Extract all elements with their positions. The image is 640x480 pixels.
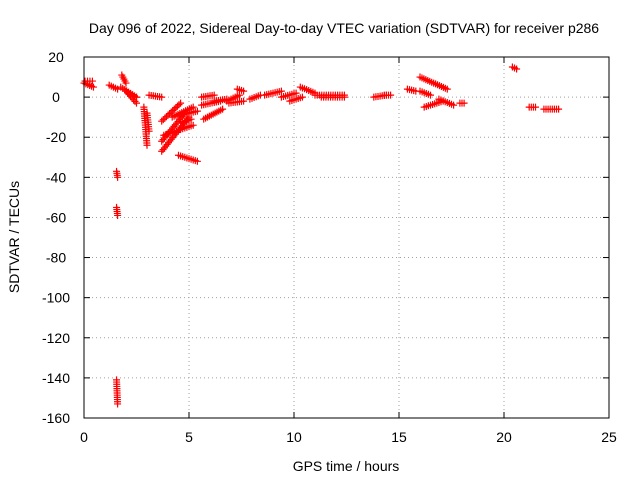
data-point bbox=[340, 93, 348, 101]
data-point bbox=[450, 101, 458, 109]
data-point bbox=[145, 127, 153, 135]
x-tick-label: 25 bbox=[601, 429, 617, 445]
data-point bbox=[210, 91, 218, 99]
x-tick-label: 0 bbox=[80, 429, 88, 445]
y-tick-label: -40 bbox=[46, 169, 66, 185]
y-axis-label: SDTVAR / TECUs bbox=[6, 181, 22, 293]
data-point bbox=[167, 108, 175, 116]
data-point bbox=[175, 101, 183, 109]
data-point bbox=[170, 105, 178, 113]
data-point bbox=[158, 93, 166, 101]
data-point bbox=[177, 99, 185, 107]
data-point bbox=[164, 111, 172, 119]
data-point bbox=[114, 211, 122, 219]
data-point bbox=[193, 157, 201, 165]
y-axis: 20 0 -20 -40 -60 -80 -100 -120 -140 -160 bbox=[42, 49, 609, 426]
data-point bbox=[173, 102, 181, 110]
data-point bbox=[169, 107, 177, 115]
data-point bbox=[166, 110, 174, 118]
grid bbox=[84, 57, 609, 418]
data-point bbox=[158, 117, 166, 125]
x-axis-label: GPS time / hours bbox=[293, 458, 400, 474]
data-point bbox=[298, 93, 306, 101]
data-point bbox=[114, 173, 122, 181]
data-points bbox=[80, 63, 563, 408]
data-point bbox=[513, 65, 521, 73]
data-point bbox=[387, 91, 395, 99]
data-point bbox=[460, 99, 468, 107]
y-tick-label: -20 bbox=[46, 129, 66, 145]
data-point bbox=[443, 85, 451, 93]
data-point bbox=[193, 107, 201, 115]
y-tick-label: -60 bbox=[46, 209, 66, 225]
data-point bbox=[189, 121, 197, 129]
data-point bbox=[114, 400, 122, 408]
y-tick-label: 20 bbox=[48, 49, 64, 65]
data-point bbox=[187, 115, 195, 123]
x-tick-label: 5 bbox=[185, 429, 193, 445]
data-point bbox=[532, 103, 539, 111]
y-tick-label: -80 bbox=[46, 250, 66, 266]
y-tick-label: -100 bbox=[42, 290, 70, 306]
data-point bbox=[122, 79, 130, 87]
data-point bbox=[427, 91, 434, 99]
data-point bbox=[277, 87, 285, 95]
data-point bbox=[219, 105, 227, 113]
data-point bbox=[143, 141, 151, 149]
data-point bbox=[133, 93, 140, 101]
plot-frame bbox=[83, 56, 610, 419]
x-axis: 0 5 10 15 20 25 bbox=[80, 57, 617, 445]
y-tick-label: -120 bbox=[42, 330, 70, 346]
chart-title: Day 096 of 2022, Sidereal Day-to-day VTE… bbox=[89, 20, 599, 36]
data-point bbox=[240, 97, 248, 105]
x-tick-label: 10 bbox=[286, 429, 302, 445]
x-tick-label: 15 bbox=[391, 429, 407, 445]
data-point bbox=[133, 99, 140, 107]
data-point bbox=[172, 104, 180, 112]
data-point bbox=[159, 116, 167, 124]
data-point bbox=[240, 87, 248, 95]
data-point bbox=[292, 89, 300, 97]
y-tick-label: 0 bbox=[52, 89, 60, 105]
x-tick-label: 20 bbox=[496, 429, 512, 445]
data-point bbox=[555, 105, 563, 113]
data-point bbox=[89, 83, 97, 91]
data-point bbox=[161, 114, 169, 122]
data-point bbox=[88, 77, 96, 85]
y-tick-label: -160 bbox=[42, 410, 70, 426]
y-tick-label: -140 bbox=[42, 370, 70, 386]
